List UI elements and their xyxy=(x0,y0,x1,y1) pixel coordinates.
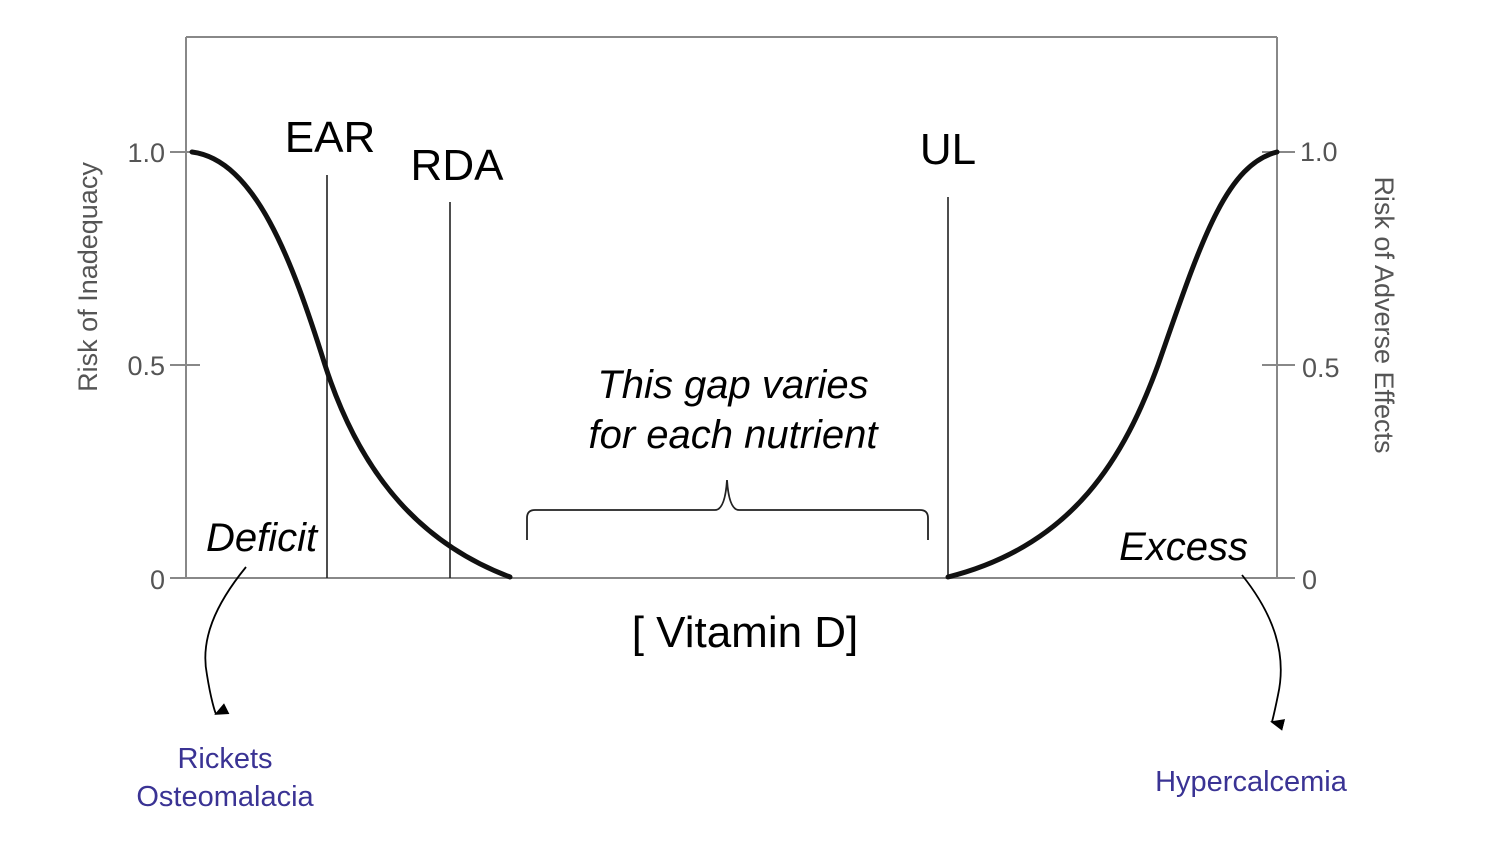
excess-arrow xyxy=(1241,574,1286,731)
gap-note-line2: for each nutrient xyxy=(588,413,879,457)
left-tick-1: 1.0 xyxy=(127,138,165,168)
adverse-effects-curve xyxy=(945,149,1280,580)
outcome-hypercalcemia: Hypercalcemia xyxy=(1155,766,1348,798)
deficit-arrow xyxy=(204,566,247,715)
inadequacy-curve xyxy=(189,149,513,580)
ear-label: EAR xyxy=(285,113,375,162)
excess-label: Excess xyxy=(1119,525,1248,569)
outcome-rickets: Rickets xyxy=(177,743,272,775)
x-axis-label: [ Vitamin D] xyxy=(632,608,859,657)
rda-label: RDA xyxy=(411,141,505,190)
deficit-label: Deficit xyxy=(206,516,319,560)
left-tick-0-5: 0.5 xyxy=(127,351,165,381)
right-axis-label: Risk of Adverse Effects xyxy=(1369,176,1399,453)
gap-note-line1: This gap varies xyxy=(597,363,868,407)
right-tick-0-5: 0.5 xyxy=(1302,353,1340,383)
ul-label: UL xyxy=(920,125,976,174)
right-tick-0: 0 xyxy=(1302,565,1317,595)
outcome-osteomalacia: Osteomalacia xyxy=(136,781,314,813)
gap-brace xyxy=(526,479,929,540)
left-axis-label: Risk of Inadequacy xyxy=(73,162,103,392)
right-tick-1: 1.0 xyxy=(1300,137,1338,167)
left-tick-0: 0 xyxy=(150,565,165,595)
plot-frame xyxy=(170,36,1295,579)
